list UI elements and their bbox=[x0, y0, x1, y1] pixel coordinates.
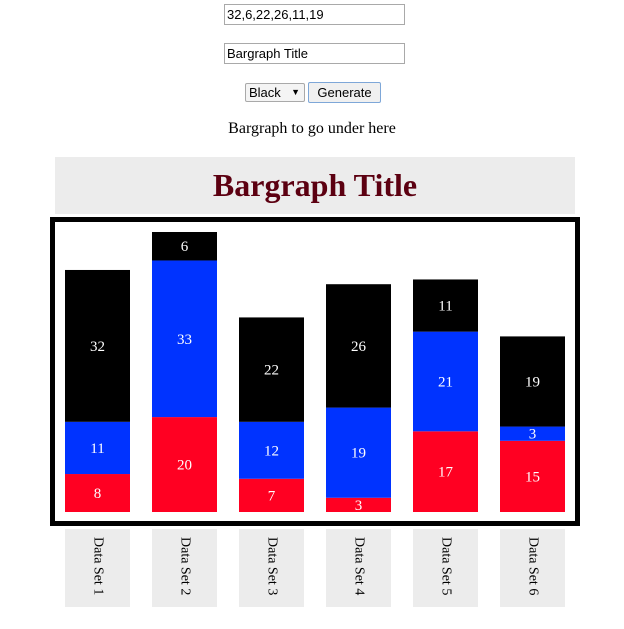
bar-segment-5-low bbox=[413, 431, 478, 512]
color-select[interactable]: Black ▼ bbox=[245, 83, 305, 102]
bar-segment-4-low bbox=[326, 497, 391, 512]
bar-value-label-4-top: 26 bbox=[351, 339, 367, 355]
bar-value-label-3-mid: 12 bbox=[264, 443, 279, 459]
bar-value-label-5-top: 11 bbox=[438, 299, 452, 315]
chart-title-bar: Bargraph Title bbox=[55, 157, 575, 214]
bar-segment-3-mid bbox=[239, 421, 304, 479]
x-tick-label-4: Data Set 4 bbox=[351, 537, 367, 596]
bar-segment-6-mid bbox=[500, 426, 565, 441]
x-tick-label-3: Data Set 3 bbox=[264, 537, 280, 596]
color-select-value: Black bbox=[249, 85, 281, 100]
bar-value-label-1-low: 8 bbox=[94, 486, 102, 502]
chart-title: Bargraph Title bbox=[212, 167, 418, 203]
title-input[interactable] bbox=[224, 43, 405, 64]
values-input[interactable] bbox=[224, 4, 405, 25]
bar-segment-6-top bbox=[500, 336, 565, 427]
bar-segment-4-top bbox=[326, 284, 391, 408]
bar-segment-5-mid bbox=[413, 331, 478, 432]
x-label-box-6: Data Set 6 bbox=[500, 529, 565, 607]
x-label-box-2: Data Set 2 bbox=[152, 529, 217, 607]
bar-segment-5-top bbox=[413, 279, 478, 332]
bar-value-label-4-low: 3 bbox=[355, 498, 363, 514]
bar-value-label-6-top: 19 bbox=[525, 374, 540, 390]
bar-segment-1-mid bbox=[65, 421, 130, 475]
bar-segment-2-mid bbox=[152, 260, 217, 418]
bar-value-label-5-low: 17 bbox=[438, 465, 454, 481]
bar-value-label-2-low: 20 bbox=[177, 458, 192, 474]
x-label-box-1: Data Set 1 bbox=[65, 529, 130, 607]
generate-button[interactable]: Generate bbox=[308, 82, 381, 103]
bar-segment-2-low bbox=[152, 417, 217, 512]
bar-value-label-4-mid: 19 bbox=[351, 446, 366, 462]
bar-value-label-6-low: 15 bbox=[525, 469, 540, 485]
x-tick-label-1: Data Set 1 bbox=[90, 537, 106, 596]
bar-value-label-1-mid: 11 bbox=[90, 441, 104, 457]
bar-value-label-1-top: 32 bbox=[90, 339, 105, 355]
x-tick-label-2: Data Set 2 bbox=[177, 537, 193, 596]
bar-segment-4-mid bbox=[326, 407, 391, 498]
x-label-box-5: Data Set 5 bbox=[413, 529, 478, 607]
bar-value-label-2-top: 6 bbox=[181, 239, 189, 255]
x-label-box-3: Data Set 3 bbox=[239, 529, 304, 607]
bar-segment-1-low bbox=[65, 474, 130, 512]
bar-segment-1-top bbox=[65, 269, 130, 422]
bar-value-label-2-mid: 33 bbox=[177, 332, 192, 348]
x-tick-label-5: Data Set 5 bbox=[438, 537, 454, 596]
bar-value-label-5-mid: 21 bbox=[438, 374, 453, 390]
chart-plot: 8 11 32 20 33 6 7 12 22 3 19 26 17 21 11 15 3 19 bbox=[65, 232, 565, 514]
dropdown-arrow-icon: ▼ bbox=[291, 87, 300, 97]
bar-value-label-6-mid: 3 bbox=[529, 427, 537, 443]
bar-segment-3-low bbox=[239, 478, 304, 512]
bar-value-label-3-top: 22 bbox=[264, 363, 279, 379]
x-label-box-4: Data Set 4 bbox=[326, 529, 391, 607]
bar-segment-2-top bbox=[152, 232, 217, 261]
bar-segment-3-top bbox=[239, 317, 304, 422]
bar-value-label-3-low: 7 bbox=[268, 488, 276, 504]
helper-text: Bargraph to go under here bbox=[228, 120, 396, 137]
x-tick-label-6: Data Set 6 bbox=[525, 537, 541, 596]
bar-segment-6-low bbox=[500, 440, 565, 512]
chart-frame: 8 11 32 20 33 6 7 12 22 3 19 26 17 21 11 15 3 19 bbox=[50, 217, 580, 526]
